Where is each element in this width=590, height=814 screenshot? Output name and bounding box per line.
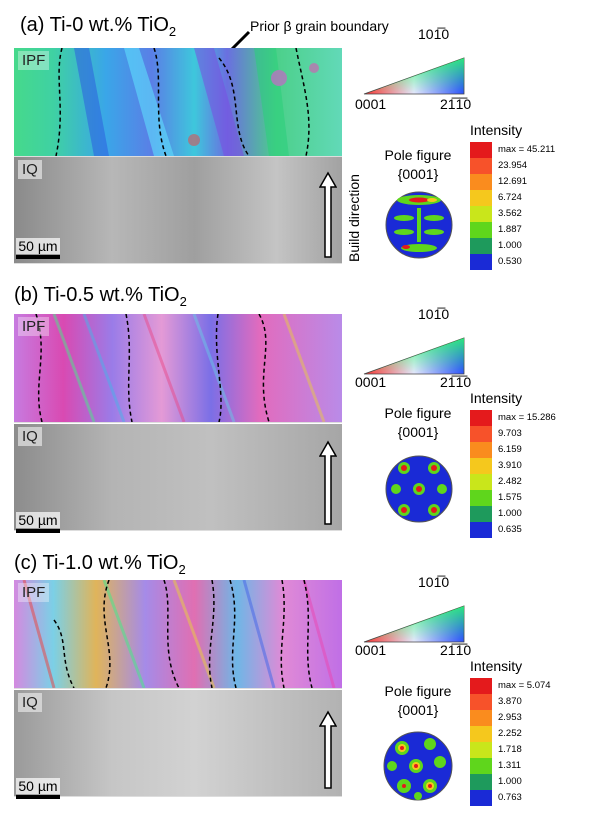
colorbar-value: 1.575: [498, 492, 522, 503]
colorbar-value: max = 15.286: [498, 412, 556, 423]
pole-figure-a: [385, 191, 453, 259]
intensity-title-c: Intensity: [470, 658, 523, 674]
colorbar-value: 1.887: [498, 224, 522, 235]
scale-bar-c: 50 µm: [16, 778, 60, 799]
colorbar-cell: [470, 774, 492, 790]
colorbar-value: 0.763: [498, 792, 522, 803]
ipf-key-left-label-c: 0001: [355, 642, 387, 658]
pole-figure-title-b: Pole figure {0001}: [384, 405, 452, 440]
build-arrow-c-icon: [319, 710, 337, 789]
colorbar-cell: [470, 142, 492, 158]
colorbar-cell: [470, 426, 492, 442]
colorbar-value: 9.703: [498, 428, 522, 439]
colorbar-value: 3.562: [498, 208, 522, 219]
ipf-key-triangle-c: [363, 605, 465, 643]
colorbar-cell: [470, 678, 492, 694]
intensity-title-a: Intensity: [470, 122, 523, 138]
colorbar-value: 12.691: [498, 176, 528, 187]
panel-c-title: (c) Ti-1.0 wt.% TiO2: [14, 552, 186, 577]
ipf-label-a: IPF: [18, 51, 50, 70]
colorbar-cell: [470, 174, 492, 190]
ipf-label-c: IPF: [18, 583, 50, 602]
colorbar-value: 0.635: [498, 524, 522, 535]
ipf-key-right-label-b: 21̅1̅0: [440, 374, 472, 390]
colorbar-cell: [470, 458, 492, 474]
pole-figure-title-c: Pole figure {0001}: [384, 683, 452, 718]
colorbar-value: 6.159: [498, 444, 522, 455]
colorbar-value: 3.870: [498, 696, 522, 707]
colorbar-value: 1.718: [498, 744, 522, 755]
iq-map-c: IQ: [14, 690, 342, 797]
colorbar-value: max = 45.211: [498, 144, 556, 155]
ipf-key-right-label-c: 21̅1̅0: [440, 642, 472, 658]
colorbar-value: max = 5.074: [498, 680, 551, 691]
colorbar-value: 2.953: [498, 712, 522, 723]
prior-beta-annotation: Prior β grain boundary: [250, 18, 389, 34]
colorbar-cell: [470, 742, 492, 758]
iq-map-a: IQ: [14, 157, 342, 264]
colorbar-cell: [470, 190, 492, 206]
colorbar-cell: [470, 726, 492, 742]
ipf-key-triangle-a: [363, 57, 465, 95]
ipf-map-a: IPF: [14, 48, 342, 157]
colorbar-cell: [470, 710, 492, 726]
iq-label-c: IQ: [18, 693, 42, 712]
build-arrow-a-icon: [319, 171, 337, 258]
build-arrow-b-icon: [319, 440, 337, 525]
colorbar-value: 23.954: [498, 160, 528, 171]
colorbar-value: 6.724: [498, 192, 522, 203]
colorbar-value: 1.000: [498, 508, 522, 519]
colorbar-value: 2.482: [498, 476, 522, 487]
colorbar-cell: [470, 758, 492, 774]
colorbar-cell: [470, 442, 492, 458]
colorbar-value: 1.000: [498, 776, 522, 787]
ipf-map-b: IPF: [14, 314, 342, 423]
panel-a-title: (a) Ti-0 wt.% TiO2: [20, 14, 177, 39]
ipf-key-top-label-b: 101̅0: [418, 306, 450, 322]
ipf-key-top-label-c: 101̅0: [418, 574, 450, 590]
colorbar-cell: [470, 474, 492, 490]
ipf-key-right-label: 21̅1̅0: [440, 96, 472, 112]
colorbar-cell: [470, 522, 492, 538]
pole-figure-c: [383, 731, 453, 801]
colorbar-value: 1.311: [498, 760, 522, 771]
iq-label-a: IQ: [18, 160, 42, 179]
iq-label-b: IQ: [18, 427, 42, 446]
colorbar-cell: [470, 254, 492, 270]
intensity-title-b: Intensity: [470, 390, 523, 406]
colorbar-cell: [470, 410, 492, 426]
pole-figure-title-a: Pole figure {0001}: [384, 147, 452, 182]
panel-b-title: (b) Ti-0.5 wt.% TiO2: [14, 284, 187, 309]
colorbar-cell: [470, 490, 492, 506]
scale-bar-a: 50 µm: [16, 238, 60, 259]
colorbar-cell: [470, 694, 492, 710]
colorbar-cell: [470, 506, 492, 522]
colorbar-cell: [470, 790, 492, 806]
scale-bar-b: 50 µm: [16, 512, 60, 533]
colorbar-cell: [470, 222, 492, 238]
ipf-key-top-label: 101̅0: [418, 26, 450, 42]
colorbar-cell: [470, 238, 492, 254]
colorbar-cell: [470, 158, 492, 174]
colorbar-value: 0.530: [498, 256, 522, 267]
ipf-map-c: IPF: [14, 580, 342, 689]
colorbar-value: 1.000: [498, 240, 522, 251]
pole-figure-b: [385, 455, 453, 523]
ipf-key-left-label-b: 0001: [355, 374, 387, 390]
build-direction-label: Build direction: [346, 174, 362, 262]
colorbar-value: 2.252: [498, 728, 522, 739]
ipf-key-left-label: 0001: [355, 96, 387, 112]
iq-map-b: IQ: [14, 424, 342, 531]
colorbar-value: 3.910: [498, 460, 522, 471]
colorbar-cell: [470, 206, 492, 222]
ipf-key-triangle-b: [363, 337, 465, 375]
ipf-label-b: IPF: [18, 317, 50, 336]
